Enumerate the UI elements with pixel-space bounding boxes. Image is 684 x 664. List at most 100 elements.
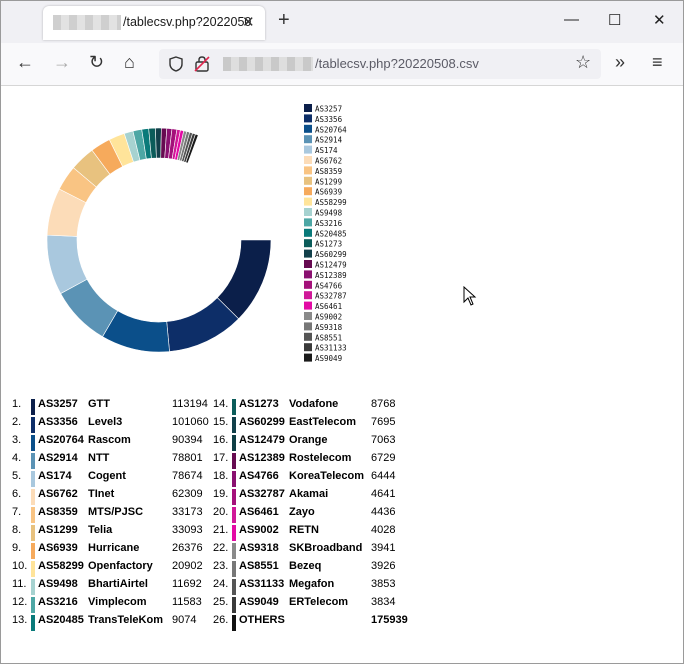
shield-icon[interactable] bbox=[168, 56, 184, 72]
tab-close-icon[interactable]: ✕ bbox=[242, 14, 255, 31]
close-window-icon[interactable]: ✕ bbox=[653, 12, 666, 29]
row-asn: AS174 bbox=[38, 470, 72, 482]
legend-label-as6939: AS6939 bbox=[315, 188, 342, 197]
row-count: 7063 bbox=[371, 434, 396, 446]
row-org: BhartiAirtel bbox=[88, 578, 148, 590]
legend-swatch-as9002 bbox=[304, 312, 312, 320]
row-org: KoreaTelecom bbox=[289, 470, 364, 482]
more-tools-icon[interactable]: » bbox=[615, 52, 626, 72]
row-asn: AS6461 bbox=[239, 506, 279, 518]
minimize-icon[interactable]: — bbox=[564, 11, 579, 28]
table-row: 6. AS6762 TInet 62309 bbox=[12, 488, 212, 506]
table-row: 20. AS6461 Zayo 4436 bbox=[213, 506, 413, 524]
row-color-swatch bbox=[31, 507, 35, 523]
row-count: 20902 bbox=[172, 560, 203, 572]
row-org: Rascom bbox=[88, 434, 131, 446]
forward-icon[interactable]: → bbox=[53, 52, 71, 72]
row-asn: OTHERS bbox=[239, 614, 285, 626]
row-color-swatch bbox=[232, 489, 236, 505]
legend-label-as9318: AS9318 bbox=[315, 323, 343, 332]
back-icon[interactable]: ← bbox=[16, 52, 34, 72]
table-row: 23. AS8551 Bezeq 3926 bbox=[213, 560, 413, 578]
menu-icon[interactable]: ≡ bbox=[652, 52, 663, 72]
row-rank: 8. bbox=[12, 524, 22, 536]
legend-label-as58299: AS58299 bbox=[315, 198, 347, 207]
row-color-swatch bbox=[232, 579, 236, 595]
row-org: TInet bbox=[88, 488, 115, 500]
title-bar: /tablecsv.php?2022050 ✕ + — ☐ ✕ bbox=[1, 1, 683, 43]
legend-swatch-as12479 bbox=[304, 260, 312, 268]
blurred-host bbox=[53, 15, 121, 30]
browser-tab[interactable]: /tablecsv.php?2022050 ✕ bbox=[43, 6, 265, 40]
table-row: 17. AS12389 Rostelecom 6729 bbox=[213, 452, 413, 470]
legend-label-as6461: AS6461 bbox=[315, 302, 342, 311]
legend-swatch-as8359 bbox=[304, 166, 312, 175]
row-org: GTT bbox=[88, 398, 110, 410]
bookmark-star-icon[interactable]: ☆ bbox=[575, 52, 592, 72]
row-asn: AS3356 bbox=[38, 416, 78, 428]
url-bar[interactable]: /tablecsv.php?20220508.csv bbox=[159, 49, 601, 79]
legend-swatch-as1273 bbox=[304, 239, 312, 248]
row-rank: 22. bbox=[213, 542, 229, 554]
row-count: 6729 bbox=[371, 452, 396, 464]
legend-label-as60299: AS60299 bbox=[315, 250, 347, 259]
legend-label-as174: AS174 bbox=[315, 146, 338, 155]
table-row: 16. AS12479 Orange 7063 bbox=[213, 434, 413, 452]
row-asn: AS12479 bbox=[239, 434, 285, 446]
legend-swatch-as1299 bbox=[304, 176, 312, 185]
insecure-lock-icon[interactable] bbox=[194, 55, 210, 73]
row-color-swatch bbox=[31, 417, 35, 433]
legend-swatch-as60299 bbox=[304, 249, 312, 258]
row-count: 4641 bbox=[371, 488, 396, 500]
legend-label-as3356: AS3356 bbox=[315, 115, 343, 124]
table-row: 1. AS3257 GTT 113194 bbox=[12, 398, 212, 416]
row-org: MTS/PJSC bbox=[88, 506, 144, 518]
row-asn: AS20764 bbox=[38, 434, 84, 446]
page-content: AS3257 AS3356 AS20764 AS2914 AS174 AS6762 AS83… bbox=[1, 86, 683, 663]
legend-swatch-as174 bbox=[304, 145, 312, 154]
row-asn: AS31133 bbox=[239, 578, 285, 590]
row-color-swatch bbox=[31, 489, 35, 505]
row-rank: 14. bbox=[213, 398, 229, 410]
row-rank: 1. bbox=[12, 398, 22, 410]
row-asn: AS6762 bbox=[38, 488, 78, 500]
legend-swatch-as8551 bbox=[304, 332, 312, 341]
row-asn: AS9498 bbox=[38, 578, 78, 590]
row-rank: 13. bbox=[12, 614, 28, 626]
table-row: 3. AS20764 Rascom 90394 bbox=[12, 434, 212, 452]
row-asn: AS1299 bbox=[38, 524, 78, 536]
row-asn: AS9049 bbox=[239, 596, 279, 608]
row-asn: AS6939 bbox=[38, 542, 78, 554]
asn-table: 1. AS3257 GTT 113194 2. AS3356 Level3 101060 3. A… bbox=[1, 86, 683, 663]
row-color-swatch bbox=[232, 435, 236, 451]
table-row: 22. AS9318 SKBroadband 3941 bbox=[213, 542, 413, 560]
maximize-icon[interactable]: ☐ bbox=[608, 12, 622, 29]
row-asn: AS2914 bbox=[38, 452, 78, 464]
row-count: 113194 bbox=[172, 398, 208, 410]
row-org: Hurricane bbox=[88, 542, 140, 554]
legend-label-as31133: AS31133 bbox=[315, 344, 347, 353]
reload-icon[interactable]: ↻ bbox=[89, 52, 105, 72]
home-icon[interactable]: ⌂ bbox=[124, 52, 135, 72]
row-asn: AS8551 bbox=[239, 560, 279, 572]
url-text[interactable]: /tablecsv.php?20220508.csv bbox=[315, 56, 479, 71]
row-color-swatch bbox=[232, 543, 236, 559]
legend-swatch-as12389 bbox=[304, 270, 312, 279]
legend-label-as20764: AS20764 bbox=[315, 125, 347, 134]
row-org: Bezeq bbox=[289, 560, 322, 572]
row-count: 33093 bbox=[172, 524, 203, 536]
legend-swatch-as3216 bbox=[304, 218, 312, 227]
row-rank: 12. bbox=[12, 596, 28, 608]
row-color-swatch bbox=[232, 417, 236, 433]
new-tab-icon[interactable]: + bbox=[278, 9, 290, 31]
row-count: 3941 bbox=[371, 542, 396, 554]
row-rank: 2. bbox=[12, 416, 22, 428]
legend-label-as4766: AS4766 bbox=[315, 281, 343, 290]
table-row: 7. AS8359 MTS/PJSC 33173 bbox=[12, 506, 212, 524]
table-row: 9. AS6939 Hurricane 26376 bbox=[12, 542, 212, 560]
row-count: 78674 bbox=[172, 470, 203, 482]
row-asn: AS1273 bbox=[239, 398, 279, 410]
row-count: 4436 bbox=[371, 506, 396, 518]
row-rank: 26. bbox=[213, 614, 229, 626]
